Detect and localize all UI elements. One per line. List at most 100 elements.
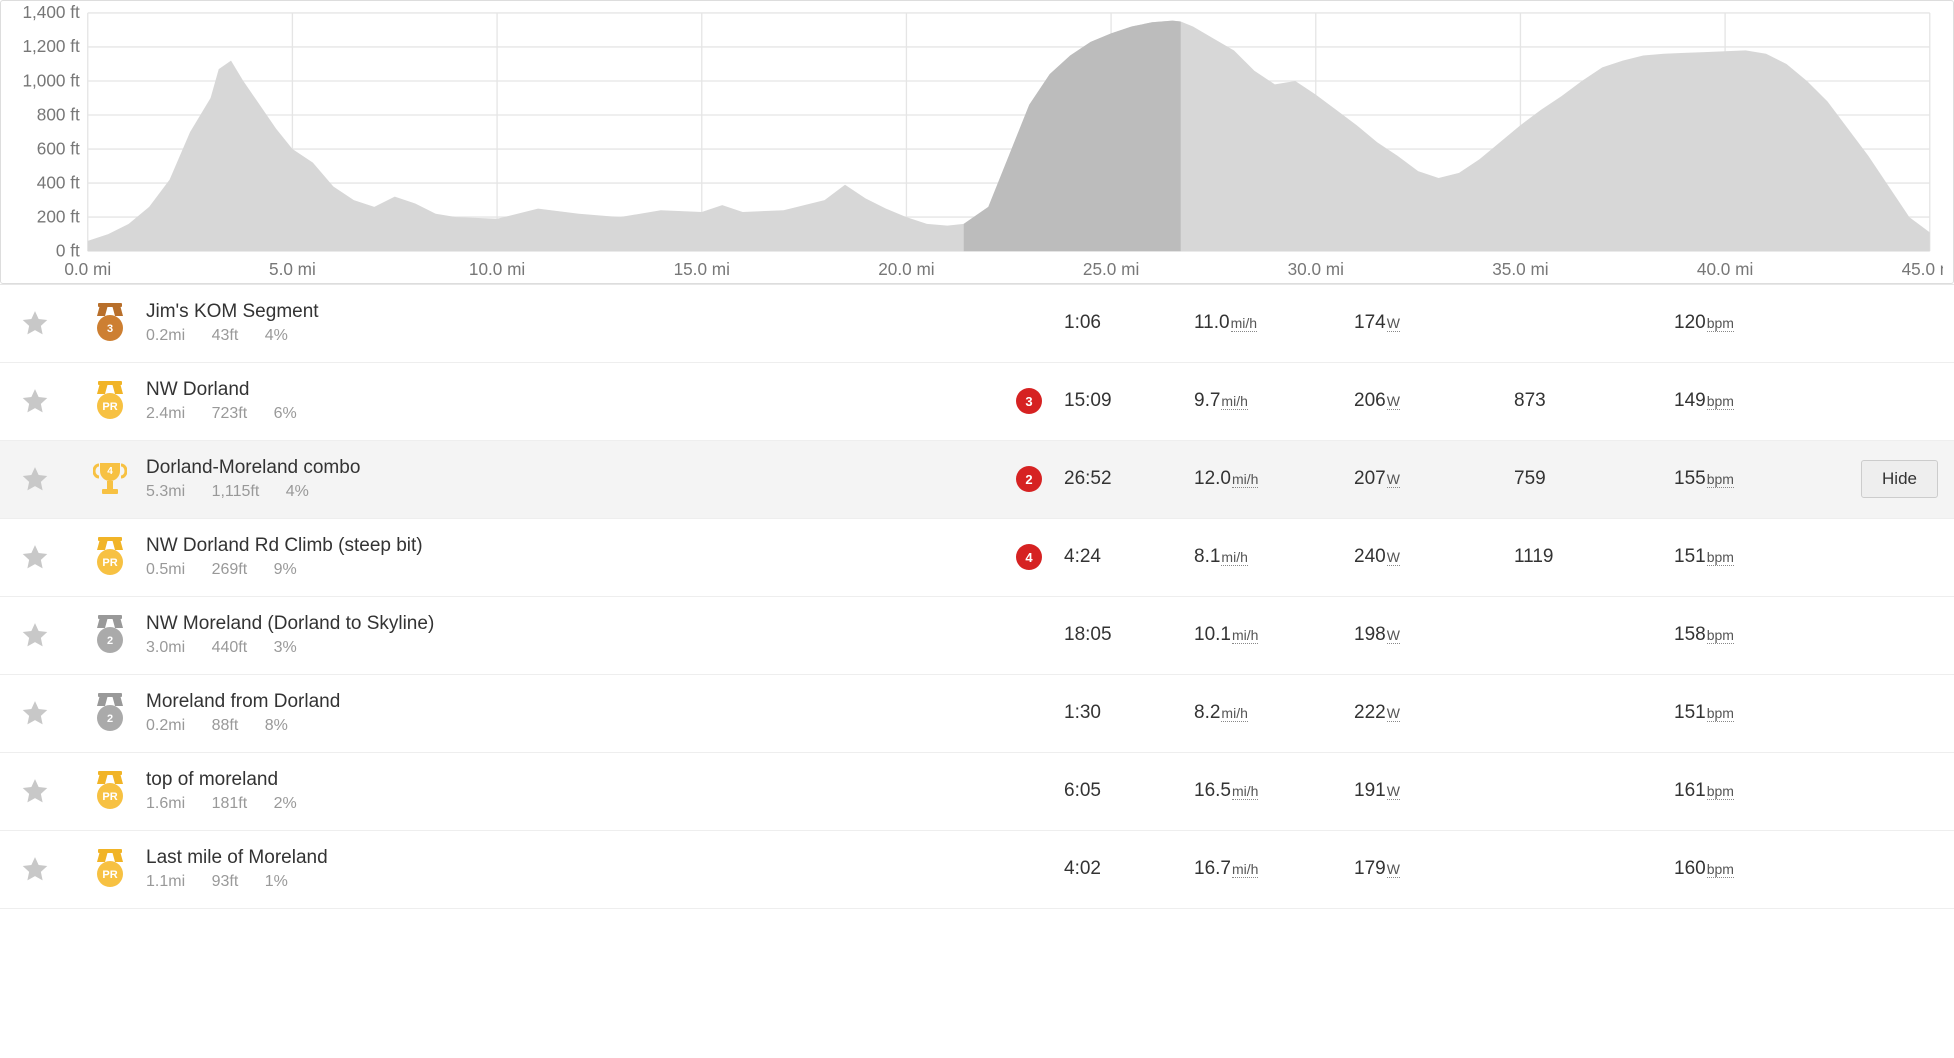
segment-power: 222W <box>1354 702 1514 724</box>
segment-time-value: 4:24 <box>1064 546 1101 568</box>
rank-badge: 3 <box>1016 388 1042 414</box>
star-icon[interactable] <box>20 620 50 650</box>
segment-info: Moreland from Dorland 0.2mi 88ft 8% <box>140 691 994 735</box>
achievement-icon: PR <box>80 381 140 421</box>
segment-speed-unit: mi/h <box>1231 315 1257 332</box>
segment-vam-value: 873 <box>1514 390 1546 412</box>
segment-speed-value: 8.2 <box>1194 702 1220 724</box>
star-icon[interactable] <box>20 542 50 572</box>
segment-info: NW Dorland Rd Climb (steep bit) 0.5mi 26… <box>140 535 994 579</box>
star-cell <box>20 542 80 572</box>
segment-hr: 160bpm <box>1674 858 1834 880</box>
segment-row[interactable]: PR Last mile of Moreland 1.1mi 93ft 1% 4… <box>0 831 1954 909</box>
segment-speed: 8.2mi/h <box>1194 702 1354 724</box>
segment-name[interactable]: Dorland-Moreland combo <box>146 457 994 479</box>
star-cell <box>20 464 80 494</box>
segment-hr-unit: bpm <box>1707 705 1734 722</box>
segment-hr: 155bpm <box>1674 468 1834 490</box>
segment-name[interactable]: NW Dorland <box>146 379 994 401</box>
segment-speed-value: 11.0 <box>1194 312 1230 334</box>
segment-row[interactable]: 2 NW Moreland (Dorland to Skyline) 3.0mi… <box>0 597 1954 675</box>
star-icon[interactable] <box>20 776 50 806</box>
segment-power: 206W <box>1354 390 1514 412</box>
segment-speed: 8.1mi/h <box>1194 546 1354 568</box>
star-cell <box>20 776 80 806</box>
segment-power-value: 174 <box>1354 312 1386 334</box>
segment-power: 198W <box>1354 624 1514 646</box>
rank-badge: 2 <box>1016 466 1042 492</box>
segment-grade: 1% <box>265 873 288 890</box>
svg-text:15.0 mi: 15.0 mi <box>674 259 730 279</box>
segment-speed-unit: mi/h <box>1221 705 1247 722</box>
elevation-chart[interactable]: 0 ft200 ft400 ft600 ft800 ft1,000 ft1,20… <box>11 5 1943 283</box>
star-icon[interactable] <box>20 854 50 884</box>
segment-time: 1:30 <box>1064 702 1194 724</box>
segment-power-value: 179 <box>1354 858 1386 880</box>
segment-name[interactable]: Moreland from Dorland <box>146 691 994 713</box>
svg-text:0.0 mi: 0.0 mi <box>64 259 111 279</box>
segment-speed: 9.7mi/h <box>1194 390 1354 412</box>
segment-hr-value: 120 <box>1674 312 1706 334</box>
segment-info: Jim's KOM Segment 0.2mi 43ft 4% <box>140 301 994 345</box>
svg-text:PR: PR <box>102 869 117 881</box>
segment-name[interactable]: Last mile of Moreland <box>146 847 994 869</box>
segment-vam: 873 <box>1514 390 1674 412</box>
segment-grade: 3% <box>274 639 297 656</box>
rank-cell: 2 <box>994 466 1064 492</box>
segment-speed-unit: mi/h <box>1232 861 1258 878</box>
segment-vam-value: 1119 <box>1514 546 1553 568</box>
segment-hr-value: 158 <box>1674 624 1706 646</box>
star-icon[interactable] <box>20 464 50 494</box>
star-icon[interactable] <box>20 386 50 416</box>
svg-text:PR: PR <box>102 401 117 413</box>
segment-hr: 120bpm <box>1674 312 1834 334</box>
segment-time: 4:02 <box>1064 858 1194 880</box>
segment-row[interactable]: PR top of moreland 1.6mi 181ft 2% 6:0516… <box>0 753 1954 831</box>
segment-row[interactable]: PR NW Dorland Rd Climb (steep bit) 0.5mi… <box>0 519 1954 597</box>
segment-power: 207W <box>1354 468 1514 490</box>
segment-name[interactable]: NW Dorland Rd Climb (steep bit) <box>146 535 994 557</box>
segment-name[interactable]: Jim's KOM Segment <box>146 301 994 323</box>
segment-hr-value: 149 <box>1674 390 1706 412</box>
segment-row[interactable]: 4 Dorland-Moreland combo 5.3mi 1,115ft 4… <box>0 441 1954 519</box>
svg-text:2: 2 <box>107 713 113 725</box>
segment-elevation: 93ft <box>212 873 239 890</box>
achievement-icon: 4 <box>80 459 140 499</box>
svg-text:25.0 mi: 25.0 mi <box>1083 259 1139 279</box>
svg-text:40.0 mi: 40.0 mi <box>1697 259 1753 279</box>
segment-hr: 161bpm <box>1674 780 1834 802</box>
segment-grade: 4% <box>265 327 288 344</box>
svg-text:0 ft: 0 ft <box>56 240 80 260</box>
segment-power-unit: W <box>1387 393 1400 410</box>
segment-elevation: 723ft <box>212 405 248 422</box>
segment-time: 1:06 <box>1064 312 1194 334</box>
svg-text:400 ft: 400 ft <box>37 172 80 192</box>
svg-text:3: 3 <box>107 323 113 335</box>
star-icon[interactable] <box>20 308 50 338</box>
segment-distance: 5.3mi <box>146 483 185 500</box>
svg-text:600 ft: 600 ft <box>37 138 80 158</box>
segment-row[interactable]: 2 Moreland from Dorland 0.2mi 88ft 8% 1:… <box>0 675 1954 753</box>
segment-speed-value: 8.1 <box>1194 546 1220 568</box>
segment-elevation: 269ft <box>212 561 248 578</box>
segment-grade: 9% <box>274 561 297 578</box>
segment-power: 174W <box>1354 312 1514 334</box>
segment-distance: 0.2mi <box>146 717 185 734</box>
hide-button[interactable]: Hide <box>1861 460 1938 498</box>
segment-name[interactable]: NW Moreland (Dorland to Skyline) <box>146 613 994 635</box>
segment-hr-unit: bpm <box>1707 783 1734 800</box>
elevation-chart-panel[interactable]: 0 ft200 ft400 ft600 ft800 ft1,000 ft1,20… <box>0 0 1954 284</box>
segment-name[interactable]: top of moreland <box>146 769 994 791</box>
segment-row[interactable]: 3 Jim's KOM Segment 0.2mi 43ft 4% 1:0611… <box>0 285 1954 363</box>
segment-row[interactable]: PR NW Dorland 2.4mi 723ft 6% 315:099.7mi… <box>0 363 1954 441</box>
segment-vam: 1119 <box>1514 546 1674 568</box>
segment-speed-value: 12.0 <box>1194 468 1231 490</box>
segment-hr-value: 151 <box>1674 546 1706 568</box>
svg-text:PR: PR <box>102 791 117 803</box>
star-icon[interactable] <box>20 698 50 728</box>
segment-power-unit: W <box>1387 549 1400 566</box>
segment-power-unit: W <box>1387 315 1400 332</box>
segment-info: NW Moreland (Dorland to Skyline) 3.0mi 4… <box>140 613 994 657</box>
segment-speed: 12.0mi/h <box>1194 468 1354 490</box>
segment-power-value: 240 <box>1354 546 1386 568</box>
